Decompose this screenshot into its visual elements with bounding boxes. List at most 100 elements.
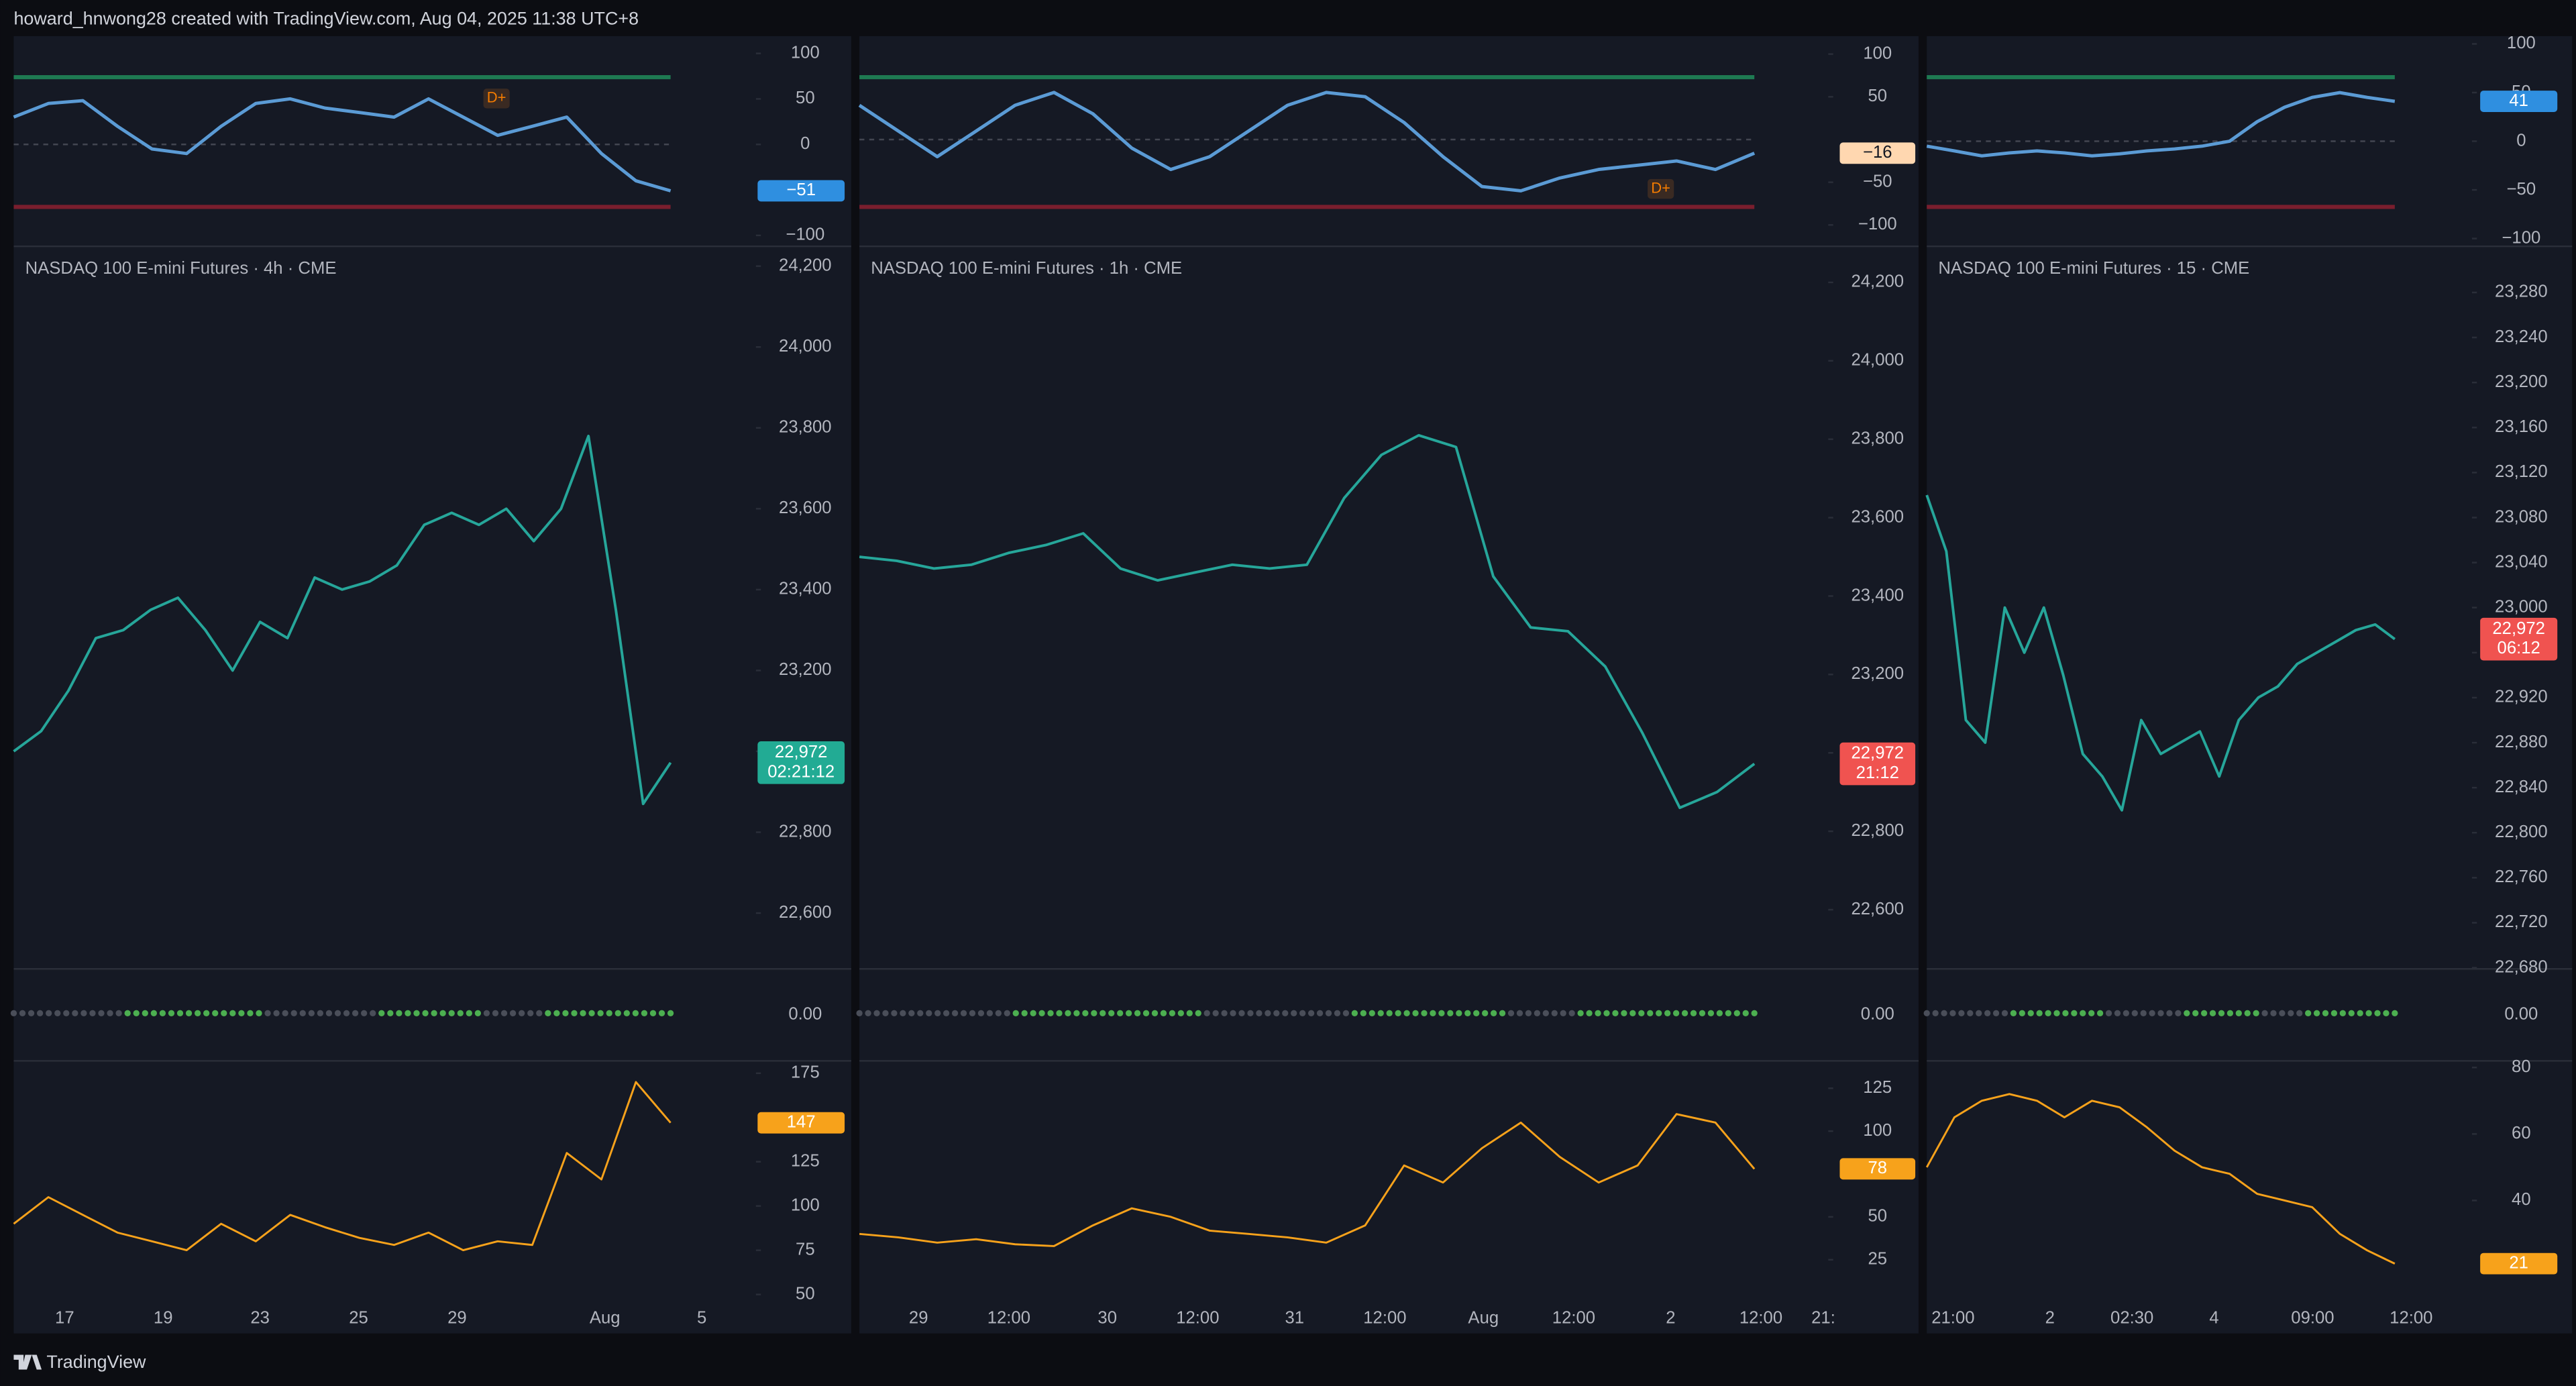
y-tick-label: 100 [1863,1121,1892,1140]
countdown-label: 06:12 [2498,639,2540,657]
momentum-dot [1351,1010,1358,1016]
momentum-dot [1733,1010,1740,1016]
y-tick-label: 75 [796,1240,815,1259]
y-tick-label: 0.00 [788,1005,822,1024]
momentum-dot [641,1010,648,1016]
momentum-dot [2184,1010,2190,1016]
momentum-dot [466,1010,472,1016]
momentum-dot [1256,1010,1263,1016]
momentum-dot [422,1010,429,1016]
momentum-dot [343,1010,350,1016]
momentum-dot [900,1010,906,1016]
momentum-dot [2149,1010,2155,1016]
momentum-dot [2045,1010,2051,1016]
momentum-dot [98,1010,105,1016]
momentum-dot [1125,1010,1132,1016]
price-tag [757,1112,845,1134]
momentum-dot [1672,1010,1680,1016]
momentum-dot [19,1010,26,1016]
countdown-label: 02:21:12 [767,762,835,781]
momentum-dot [1499,1010,1506,1016]
momentum-dot [2330,1010,2338,1016]
momentum-dot [1647,1010,1654,1016]
momentum-dot [1169,1010,1176,1016]
x-tick-label: 4 [2209,1308,2218,1327]
momentum-dot [2270,1010,2277,1016]
y-tick-label: 125 [1863,1078,1892,1097]
x-tick-label: 12:00 [987,1308,1030,1327]
y-tick-label: 175 [791,1063,820,1082]
momentum-dot [1195,1010,1201,1016]
momentum-dot [519,1010,525,1016]
price-tag-label: 22,972 [2492,619,2545,638]
chart-title: NASDAQ 100 E-mini Futures · 1h · CME [871,259,1182,278]
chart-panel: 100 50 −50 −100 D+ −16 NASDAQ 100 E-mini Futur… [856,36,1919,1334]
x-tick-label: 21:00 [1931,1308,1974,1327]
x-tick-label: Aug [590,1308,621,1327]
momentum-dot [1941,1010,1947,1016]
momentum-dot [1291,1010,1297,1016]
momentum-dot [396,1010,402,1016]
momentum-dot [457,1010,464,1016]
momentum-dot [2062,1010,2069,1016]
momentum-dot [606,1010,612,1016]
y-tick-label: 23,400 [1851,586,1904,604]
momentum-dot [46,1010,52,1016]
momentum-dot [1325,1010,1332,1016]
momentum-dot [1473,1010,1480,1016]
price-tag [1839,742,1916,786]
momentum-dot [133,1010,140,1016]
momentum-dot [1117,1010,1124,1016]
momentum-dot [378,1010,385,1016]
momentum-dot [1699,1010,1706,1016]
y-tick-label: 40 [2512,1190,2531,1209]
momentum-dot [1751,1010,1758,1016]
price-tag [2480,91,2558,112]
momentum-dot [2131,1010,2138,1016]
momentum-dot [1177,1010,1184,1016]
momentum-dot [614,1010,621,1016]
x-tick-label: 23 [250,1308,270,1327]
momentum-dot [2200,1010,2208,1016]
momentum-dot [856,1010,863,1016]
momentum-dot [649,1010,657,1016]
momentum-dot [873,1010,880,1016]
x-tick-label: 09:00 [2291,1308,2334,1327]
momentum-dot [1412,1010,1419,1016]
momentum-dot [658,1010,665,1016]
x-tick-label: 25 [349,1308,368,1327]
y-tick-label: 23,200 [1851,664,1904,683]
y-tick-label: 0 [2516,131,2526,150]
momentum-dot [352,1010,359,1016]
chart-panel: 100 50 0 −100 D+ −51 NASDAQ 100 E-mini Futures… [10,36,851,1334]
momentum-dot [2001,1010,2008,1016]
momentum-dot [995,1010,1002,1016]
momentum-dot [1595,1010,1601,1016]
momentum-dot [1091,1010,1097,1016]
momentum-dot [1056,1010,1063,1016]
momentum-dot [361,1010,368,1016]
momentum-dot [536,1010,543,1016]
momentum-dot [2027,1010,2034,1016]
momentum-dot [1203,1010,1210,1016]
momentum-dot [439,1010,446,1016]
momentum-dot [2226,1010,2234,1016]
y-tick-label: 22,840 [2495,778,2548,796]
momentum-dot [2296,1010,2303,1016]
y-tick-label: 23,120 [2495,462,2548,481]
x-tick-label: 2 [1666,1308,1675,1327]
momentum-dot [1656,1010,1662,1016]
y-tick-label: 23,600 [1851,507,1904,526]
momentum-dot [1012,1010,1019,1016]
series-line [13,97,672,193]
series-line [858,91,1756,193]
momentum-dot [1282,1010,1289,1016]
x-tick-label: 12:00 [1552,1308,1595,1327]
momentum-dot [150,1010,157,1016]
momentum-dot [1395,1010,1401,1016]
x-tick-label: 30 [1097,1308,1117,1327]
price-tag [1839,142,1916,164]
momentum-dot [2235,1010,2242,1016]
momentum-dot [2288,1010,2294,1016]
